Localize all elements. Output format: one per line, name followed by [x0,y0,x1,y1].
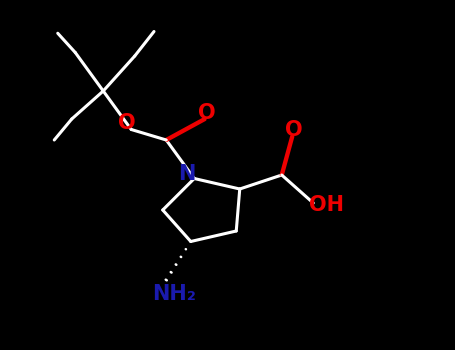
Text: O: O [197,103,215,123]
Text: O: O [285,119,303,140]
Text: NH₂: NH₂ [152,284,196,304]
Text: O: O [118,113,136,133]
Text: N: N [178,164,195,184]
Text: OH: OH [309,195,344,215]
